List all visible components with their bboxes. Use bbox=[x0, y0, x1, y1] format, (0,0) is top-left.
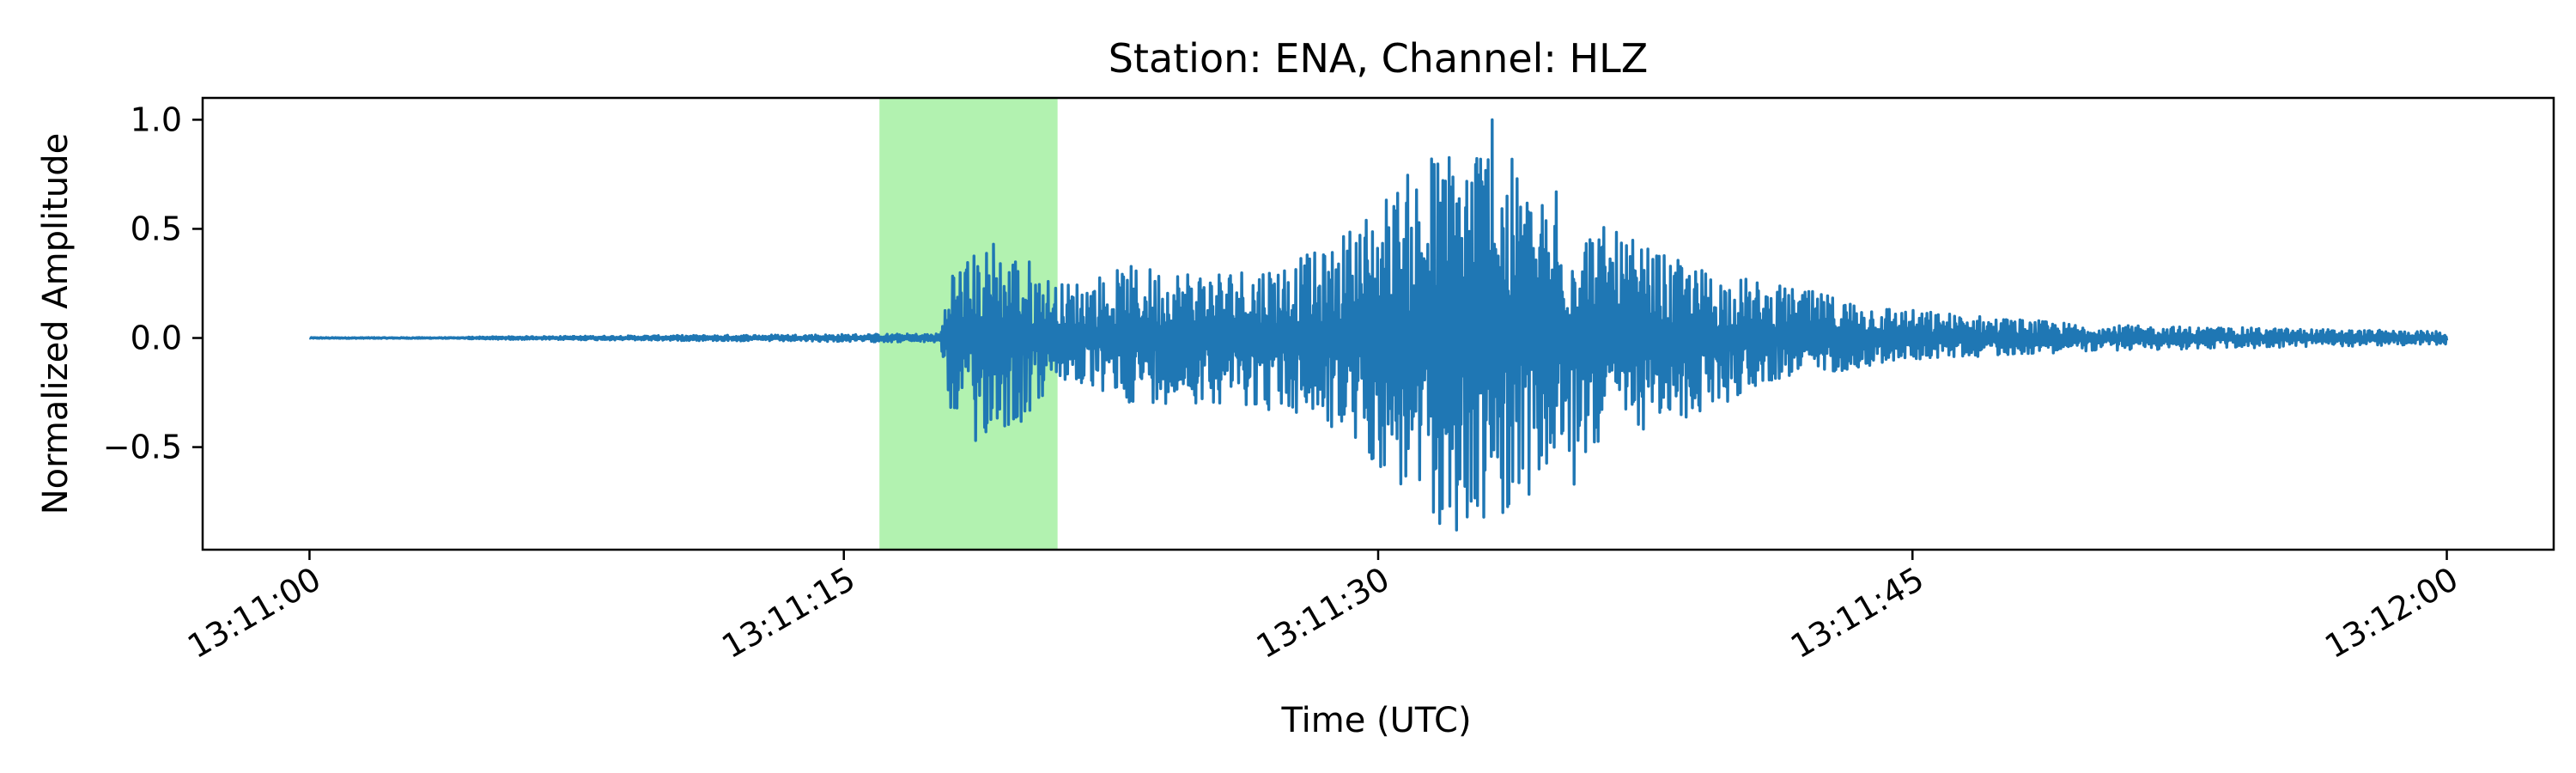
x-tick-label: 13:11:15 bbox=[715, 560, 861, 666]
chart-title: Station: ENA, Channel: HLZ bbox=[1109, 35, 1649, 82]
x-tick-label: 13:11:00 bbox=[181, 560, 327, 666]
y-tick-label: 0.0 bbox=[131, 320, 182, 357]
y-tick-label: −0.5 bbox=[103, 429, 182, 466]
x-tick-label: 13:11:45 bbox=[1784, 560, 1930, 666]
y-axis-label: Normalized Amplitude bbox=[36, 133, 76, 515]
x-axis-ticks: 13:11:00 13:11:15 13:11:30 13:11:45 13:12:00 bbox=[181, 550, 2464, 666]
y-tick-label: 0.5 bbox=[131, 210, 182, 247]
x-tick-label: 13:12:00 bbox=[2318, 560, 2464, 666]
y-axis-ticks: −0.5 0.0 0.5 1.0 bbox=[103, 100, 203, 466]
y-tick-label: 1.0 bbox=[131, 100, 182, 138]
x-tick-label: 13:11:30 bbox=[1250, 560, 1396, 666]
waveform-line bbox=[308, 118, 2449, 532]
waveform-layer bbox=[308, 118, 2449, 532]
x-axis-label: Time (UTC) bbox=[1280, 701, 1471, 740]
